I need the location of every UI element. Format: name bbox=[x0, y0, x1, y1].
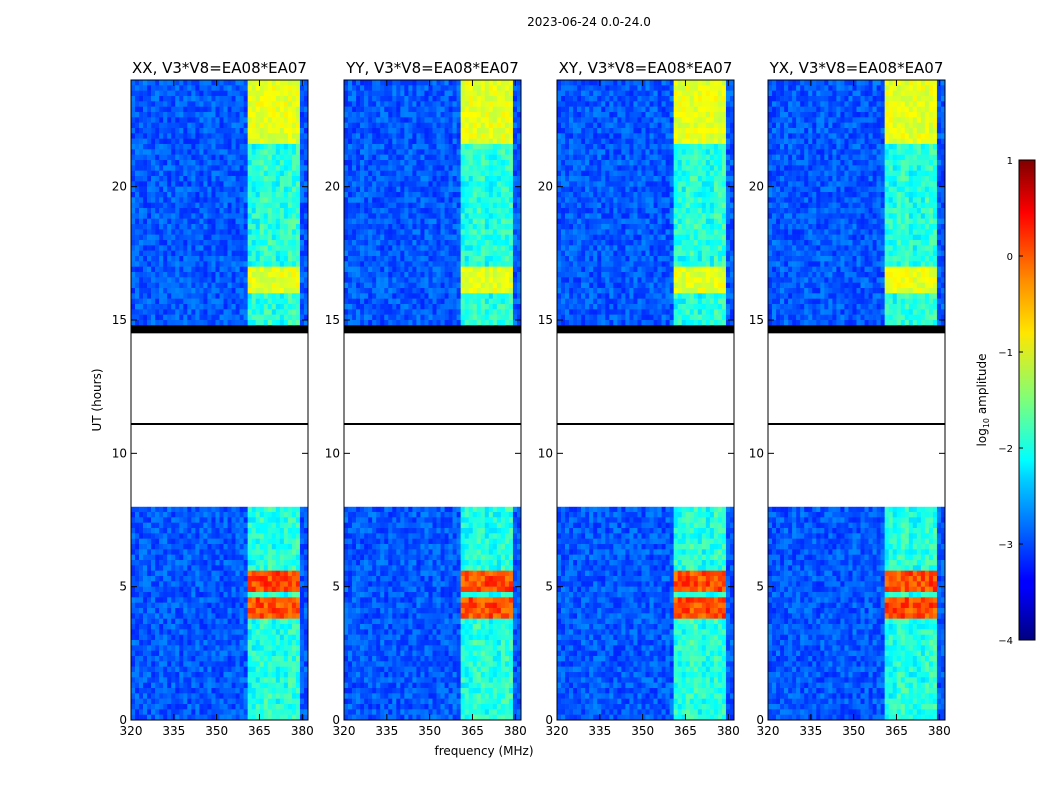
x-tick-label: 350 bbox=[842, 724, 865, 738]
y-tick-label: 0 bbox=[756, 713, 764, 727]
y-tick-label: 5 bbox=[332, 580, 340, 594]
x-tick-label: 320 bbox=[120, 724, 143, 738]
colorbar-tick-label: −1 bbox=[998, 348, 1013, 359]
x-tick-label: 350 bbox=[418, 724, 441, 738]
colorbar-tick-label: 0 bbox=[1007, 252, 1013, 263]
x-tick-label: 380 bbox=[504, 724, 527, 738]
heatmap-cells bbox=[768, 80, 946, 721]
flag-line bbox=[344, 325, 521, 334]
x-tick-label: 335 bbox=[588, 724, 611, 738]
no-data-gap bbox=[344, 333, 521, 424]
x-tick-label: 365 bbox=[248, 724, 271, 738]
no-data-gap bbox=[131, 333, 308, 424]
panel-xx: XX, V3*V8=EA08*EA07 320 335 350 365 380 0 5 10 15… bbox=[112, 59, 314, 738]
no-data-gap bbox=[131, 424, 308, 507]
heatmap-cells bbox=[131, 80, 309, 721]
x-tick-label: 350 bbox=[205, 724, 228, 738]
x-tick-label: 365 bbox=[674, 724, 697, 738]
y-tick-label: 20 bbox=[325, 180, 340, 194]
flag-line bbox=[557, 325, 734, 334]
y-tick-label: 0 bbox=[545, 713, 553, 727]
panel-yy: YY, V3*V8=EA08*EA07 320 335 350 365 380 0 5 10 15… bbox=[325, 59, 527, 738]
colorbar-ticks: 1 0 −1 −2 −3 −4 bbox=[998, 156, 1023, 647]
panel-title: YX, V3*V8=EA08*EA07 bbox=[769, 59, 944, 77]
axes-frame bbox=[556, 79, 735, 721]
x-tick-label: 320 bbox=[333, 724, 356, 738]
y-tick-label: 10 bbox=[325, 446, 340, 460]
no-data-gap bbox=[557, 424, 734, 507]
y-tick-label: 10 bbox=[112, 446, 127, 460]
flag-line bbox=[768, 325, 945, 334]
no-data-gap bbox=[557, 333, 734, 424]
y-tick-label: 10 bbox=[749, 446, 764, 460]
panel-xy: XY, V3*V8=EA08*EA07 320 335 350 365 380 0 5 10 15… bbox=[538, 59, 740, 738]
axes-frame bbox=[130, 79, 309, 721]
no-data-gap bbox=[344, 424, 521, 507]
panel-title: XX, V3*V8=EA08*EA07 bbox=[132, 59, 307, 77]
axes-frame bbox=[343, 79, 522, 721]
figure-title: 2023-06-24 0.0-24.0 bbox=[527, 15, 651, 29]
x-tick-label: 380 bbox=[717, 724, 740, 738]
colorbar-tick-label: −4 bbox=[998, 636, 1013, 647]
colorbar-tick-label: −2 bbox=[998, 444, 1013, 455]
x-tick-label: 380 bbox=[291, 724, 314, 738]
y-tick-label: 15 bbox=[749, 313, 764, 327]
x-tick-label: 365 bbox=[461, 724, 484, 738]
colorbar-gradient bbox=[1018, 159, 1036, 641]
y-tick-label: 20 bbox=[538, 180, 553, 194]
y-tick-label: 5 bbox=[119, 580, 127, 594]
y-tick-label: 20 bbox=[112, 180, 127, 194]
x-axis-label: frequency (MHz) bbox=[434, 744, 533, 758]
y-axis-label: UT (hours) bbox=[90, 368, 104, 431]
x-tick-label: 350 bbox=[631, 724, 654, 738]
x-tick-label: 320 bbox=[546, 724, 569, 738]
x-tick-label: 335 bbox=[799, 724, 822, 738]
y-tick-label: 15 bbox=[538, 313, 553, 327]
y-tick-label: 5 bbox=[545, 580, 553, 594]
x-tick-label: 335 bbox=[375, 724, 398, 738]
no-data-gap bbox=[768, 424, 945, 507]
y-tick-label: 0 bbox=[332, 713, 340, 727]
y-tick-label: 5 bbox=[756, 580, 764, 594]
colorbar: 1 0 −1 −2 −3 −4 log10 amplitude bbox=[975, 156, 1036, 647]
heatmap-cells bbox=[344, 80, 522, 721]
x-tick-label: 320 bbox=[757, 724, 780, 738]
panel-title: XY, V3*V8=EA08*EA07 bbox=[559, 59, 733, 77]
colorbar-tick-label: 1 bbox=[1007, 156, 1013, 167]
flag-line bbox=[131, 325, 308, 334]
y-tick-label: 20 bbox=[749, 180, 764, 194]
colorbar-tick-label: −3 bbox=[998, 540, 1013, 551]
y-tick-label: 15 bbox=[112, 313, 127, 327]
panels: XX, V3*V8=EA08*EA07 320 335 350 365 380 0 5 10 15… bbox=[112, 59, 951, 738]
x-tick-label: 380 bbox=[928, 724, 951, 738]
x-tick-label: 335 bbox=[162, 724, 185, 738]
y-tick-label: 10 bbox=[538, 446, 553, 460]
axes-frame bbox=[767, 79, 946, 721]
y-tick-label: 15 bbox=[325, 313, 340, 327]
no-data-gap bbox=[768, 333, 945, 424]
panel-title: YY, V3*V8=EA08*EA07 bbox=[345, 59, 519, 77]
y-tick-label: 0 bbox=[119, 713, 127, 727]
colorbar-label: log10 amplitude bbox=[975, 354, 991, 447]
x-tick-label: 365 bbox=[885, 724, 908, 738]
panel-yx: YX, V3*V8=EA08*EA07 320 335 350 365 380 0 5 10 15… bbox=[749, 59, 951, 738]
